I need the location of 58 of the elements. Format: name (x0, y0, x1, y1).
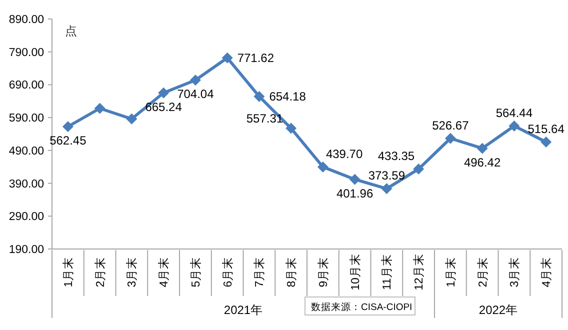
point (317, 161, 328, 172)
y-tick-label: 690.00 (8, 80, 44, 92)
data-label: 401.96 (336, 186, 374, 200)
point (62, 121, 74, 132)
x-tick-label: 3月末 (126, 256, 139, 288)
data-label: 373.59 (368, 168, 406, 183)
x-tick-label: 10月末 (348, 254, 362, 290)
x-tick-label: 6月末 (221, 256, 234, 288)
point (190, 74, 201, 86)
data-label: 562.45 (50, 134, 87, 148)
x-tick-label: 2月末 (476, 256, 490, 288)
data-label: 496.42 (464, 155, 501, 170)
y-tick-label: 590.00 (8, 112, 44, 125)
point (222, 52, 233, 64)
point (540, 136, 552, 148)
text: 2022年 (478, 303, 518, 317)
x-tick-label: 5月末 (189, 256, 202, 288)
point (286, 122, 297, 134)
point (381, 183, 392, 194)
x-tick-label: 8月末 (285, 256, 298, 288)
point (126, 113, 138, 124)
x-tick-label: 3月末 (508, 256, 522, 288)
data-label: 515.64 (528, 122, 565, 136)
point (508, 120, 520, 132)
y-tick-label: 390.00 (8, 178, 44, 190)
point (158, 87, 170, 98)
data-label: 439.70 (326, 146, 363, 161)
x-tick-label: 12月末 (412, 254, 426, 290)
data-label: 704.04 (177, 87, 214, 102)
y-axis-title: 点 (65, 24, 77, 38)
point (444, 132, 456, 144)
y-tick-label: 890.00 (8, 14, 44, 26)
y-tick-label: 490.00 (8, 145, 44, 158)
x-tick-label: 9月末 (316, 256, 330, 288)
point (349, 174, 360, 185)
x-tick-label: 1月末 (62, 256, 75, 288)
x-tick-label: 7月末 (253, 256, 266, 288)
x-tick-label: 2月末 (94, 256, 107, 288)
y-tick-label: 290.00 (8, 211, 44, 224)
x-tick-label: 11月末 (380, 254, 394, 290)
data-label: 433.35 (378, 149, 415, 164)
data-label: 665.24 (145, 100, 182, 114)
x-tick-label: 4月末 (158, 256, 171, 288)
point (94, 102, 106, 114)
source-note: 数据来源：CISA-CIOPI (304, 296, 416, 316)
data-label: 526.67 (432, 118, 470, 132)
data-label: 654.18 (269, 89, 306, 104)
point (413, 164, 424, 175)
text: 2021年 (224, 303, 263, 317)
x-tick-label: 4月末 (540, 256, 554, 288)
y-tick-label: 790.00 (8, 46, 44, 59)
point (254, 90, 265, 102)
y-tick-label: 190.00 (8, 244, 44, 256)
point (476, 142, 488, 154)
data-label: 564.44 (496, 106, 533, 120)
data-label: 771.62 (237, 50, 274, 65)
x-tick-label: 1月末 (444, 256, 458, 288)
source-note: 数据来源：CISA-CIOPI (311, 301, 412, 313)
